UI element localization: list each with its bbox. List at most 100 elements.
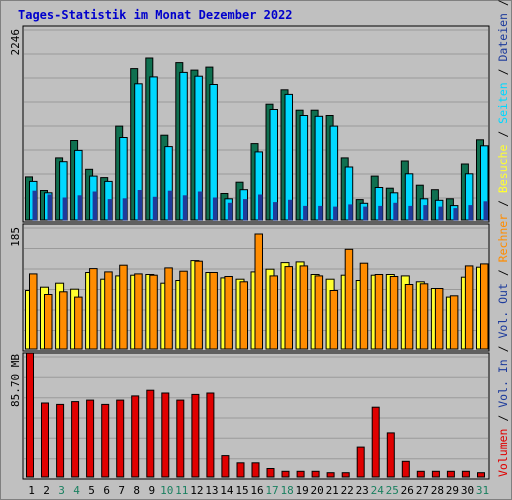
bar-seiten-day-28	[438, 206, 443, 221]
bar-seiten-day-31	[483, 201, 488, 221]
bar-rechner-day-12	[194, 260, 203, 350]
x-tick-label-day-29: 29	[446, 484, 459, 497]
legend-separator: /	[496, 262, 510, 283]
bar-seiten-day-6	[107, 199, 113, 221]
x-tick-label-day-15: 15	[235, 484, 248, 497]
legend-besuche: Besuche	[496, 145, 510, 194]
bar-rechner-day-30	[464, 265, 474, 350]
bar-seiten-day-11	[182, 195, 188, 221]
bar-rechner-day-31	[480, 263, 489, 350]
bar-rechner-day-13	[209, 272, 218, 350]
bar-rechner-day-20	[314, 275, 324, 350]
bar-volumen-day-1	[26, 352, 34, 478]
legend-rechner: Rechner	[496, 214, 510, 263]
bar-rechner-day-2	[44, 294, 53, 350]
bar-volumen-day-10	[161, 392, 170, 478]
bar-seiten-day-23	[363, 206, 368, 221]
bar-seiten-day-4	[77, 195, 83, 221]
bar-rechner-day-3	[59, 291, 68, 350]
bar-volumen-day-3	[56, 403, 65, 478]
bar-volumen-day-6	[101, 403, 110, 478]
bar-volumen-day-26	[401, 460, 410, 478]
legend-separator: /	[496, 408, 510, 429]
bar-seiten-day-12	[197, 191, 203, 221]
bar-rechner-day-26	[404, 284, 414, 350]
bar-volumen-day-2	[41, 402, 49, 478]
x-tick-label-day-23: 23	[356, 484, 369, 497]
bar-volumen-day-25	[386, 432, 395, 478]
x-tick-label-day-27: 27	[416, 484, 429, 497]
bar-seiten-day-13	[212, 197, 218, 221]
bar-rechner-day-6	[104, 271, 113, 350]
x-tick-label-day-26: 26	[401, 484, 414, 497]
bar-rechner-day-27	[419, 283, 429, 350]
x-tick-label-day-13: 13	[205, 484, 218, 497]
legend-separator: /	[496, 0, 510, 13]
x-tick-label-day-11: 11	[175, 484, 188, 497]
bar-rechner-day-8	[134, 273, 143, 350]
right-vertical-legend: Volumen / Vol. In / Vol. Out / Rechner /…	[496, 0, 510, 477]
legend-separator: /	[496, 339, 510, 360]
bar-dateien-day-20	[314, 115, 324, 221]
bar-volumen-day-23	[356, 446, 365, 478]
x-tick-label-day-17: 17	[265, 484, 278, 497]
x-tick-label-day-24: 24	[371, 484, 385, 497]
legend-vol-out: Vol. Out	[496, 283, 510, 338]
x-tick-label-day-20: 20	[310, 484, 323, 497]
bar-rechner-day-29	[449, 295, 459, 350]
panel-visits-hosts	[22, 223, 490, 352]
bar-seiten-day-22	[348, 204, 353, 221]
x-tick-label-day-25: 25	[386, 484, 399, 497]
x-tick-label-day-21: 21	[326, 484, 339, 497]
bar-rechner-day-24	[374, 274, 384, 350]
bar-rechner-day-4	[74, 296, 83, 350]
bar-rechner-day-17	[269, 275, 278, 350]
bar-seiten-day-16	[258, 194, 263, 221]
x-tick-label-day-16: 16	[250, 484, 263, 497]
chart-title: Tages-Statistik im Monat Dezember 2022	[18, 8, 293, 22]
x-tick-label-day-18: 18	[280, 484, 293, 497]
bar-volumen-day-22	[341, 472, 350, 478]
y-max-label-bottom: 85.70 MB	[9, 354, 22, 407]
y-max-label-top: 2246	[9, 29, 22, 56]
bar-seiten-day-29	[453, 208, 458, 221]
x-tick-label-day-5: 5	[88, 484, 95, 497]
bar-seiten-day-20	[318, 205, 323, 221]
x-tick-label-day-14: 14	[220, 484, 234, 497]
bar-rechner-day-15	[239, 281, 248, 350]
bar-volumen-day-27	[416, 470, 425, 478]
bar-rechner-day-21	[329, 290, 339, 350]
panel-volume	[22, 352, 490, 480]
legend-volumen: Volumen	[496, 429, 510, 477]
x-tick-label-day-7: 7	[118, 484, 125, 497]
bar-rechner-day-7	[119, 264, 128, 350]
y-max-label-middle: 185	[9, 227, 22, 247]
x-tick-label-day-4: 4	[73, 484, 80, 497]
bar-seiten-day-1	[32, 190, 37, 221]
bar-volumen-day-14	[221, 455, 230, 478]
bar-volumen-day-12	[191, 393, 200, 478]
x-tick-label-day-9: 9	[148, 484, 155, 497]
bar-seiten-day-7	[122, 198, 128, 221]
bar-rechner-day-5	[89, 268, 98, 350]
legend-seiten: Seiten	[496, 82, 510, 124]
bar-volumen-day-18	[281, 470, 290, 478]
bar-rechner-day-9	[149, 274, 158, 350]
bar-volumen-day-19	[296, 470, 305, 478]
bar-volumen-day-30	[461, 470, 470, 478]
bar-dateien-day-21	[329, 125, 339, 221]
bar-volumen-day-8	[131, 395, 140, 478]
bar-volumen-day-11	[176, 399, 185, 478]
bar-rechner-day-23	[359, 262, 369, 350]
bar-volumen-day-9	[146, 389, 155, 478]
bar-volumen-day-13	[206, 392, 215, 478]
bar-rechner-day-1	[29, 273, 38, 350]
bar-volumen-day-31	[477, 472, 485, 478]
legend-separator: /	[496, 193, 510, 214]
x-tick-label-day-8: 8	[133, 484, 140, 497]
bar-seiten-day-14	[227, 202, 233, 221]
x-tick-label-day-12: 12	[190, 484, 203, 497]
bar-volumen-day-5	[86, 399, 95, 478]
x-tick-label-day-19: 19	[295, 484, 308, 497]
